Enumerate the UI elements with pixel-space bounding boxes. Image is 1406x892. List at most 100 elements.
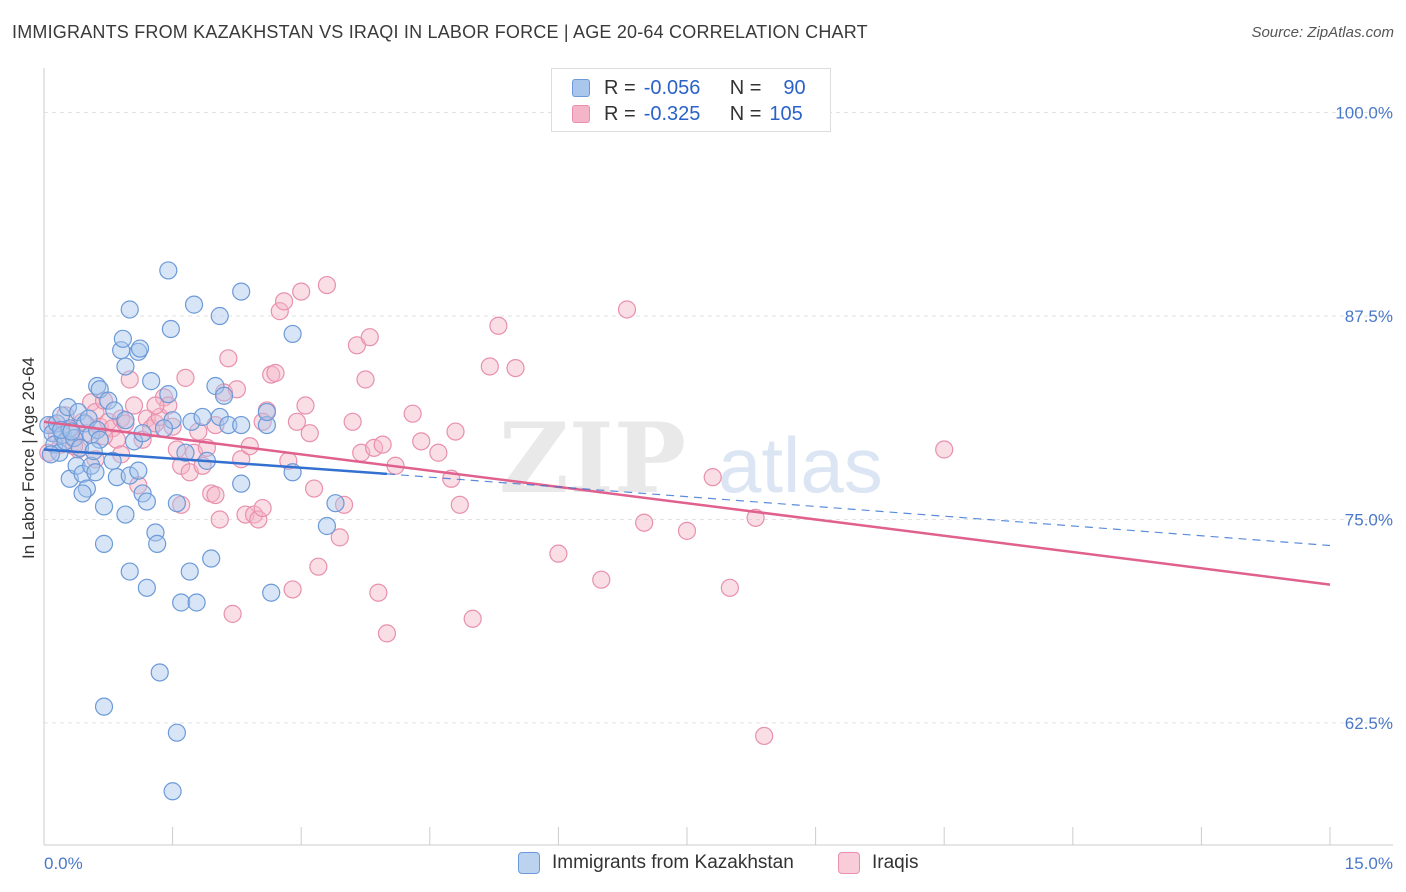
kazakhstan-point bbox=[86, 463, 105, 482]
legend-swatch-blue bbox=[572, 79, 590, 97]
kazakhstan-point bbox=[182, 412, 201, 431]
kazakhstan-point bbox=[148, 534, 167, 553]
legend-row-kazakhstan: R = -0.056 N = 90 bbox=[572, 76, 806, 100]
iraqis-point bbox=[206, 415, 225, 435]
kazakhstan-point bbox=[146, 523, 165, 542]
kazakhstan-point bbox=[326, 494, 345, 513]
y-axis-label: In Labor Force | Age 20-64 bbox=[19, 357, 38, 559]
iraqis-point bbox=[549, 544, 568, 563]
kazakhstan-point bbox=[232, 282, 251, 301]
iraqis-point bbox=[266, 363, 285, 383]
kazakhstan-point bbox=[172, 593, 191, 612]
iraqis-point bbox=[206, 485, 225, 505]
kazakhstan-point bbox=[167, 494, 186, 513]
kazakhstan-point bbox=[163, 782, 182, 801]
iraqis-point bbox=[343, 412, 362, 431]
kazakhstan-point bbox=[150, 663, 169, 682]
n-label: N = bbox=[729, 76, 762, 99]
legend-label: Immigrants from Kazakhstan bbox=[552, 852, 794, 873]
iraqis-point bbox=[480, 357, 499, 376]
watermark: ZIP atlas bbox=[499, 402, 883, 515]
kazakhstan-point bbox=[142, 372, 161, 391]
kazakhstan-point bbox=[283, 324, 302, 344]
kazakhstan-point bbox=[161, 319, 180, 339]
kazakhstan-point bbox=[176, 443, 195, 462]
iraqis-point bbox=[300, 424, 319, 443]
iraqis-point bbox=[377, 624, 397, 643]
iraqis-point bbox=[429, 443, 448, 462]
kazakhstan-point bbox=[214, 386, 234, 405]
kazakhstan-point bbox=[69, 402, 88, 422]
kazakhstan-point bbox=[154, 419, 174, 438]
n-value: 90 bbox=[783, 76, 806, 99]
kazakhstan-point bbox=[62, 422, 81, 441]
y-tick-label: 87.5% bbox=[1345, 307, 1393, 326]
kazakhstan-trend-line bbox=[43, 448, 388, 476]
legend-label: Iraqis bbox=[872, 852, 919, 873]
legend-item-kazakhstan[interactable]: Immigrants from Kazakhstan bbox=[518, 852, 794, 874]
kazakhstan-point bbox=[137, 492, 156, 511]
r-value: -0.325 bbox=[643, 102, 701, 125]
iraqis-point bbox=[210, 510, 229, 529]
kazakhstan-point bbox=[257, 415, 277, 435]
iraqis-point bbox=[360, 328, 379, 347]
kazakhstan-point bbox=[317, 516, 337, 536]
legend-row-iraqis: R = -0.325 N = 105 bbox=[572, 102, 803, 126]
kazakhstan-point bbox=[232, 474, 251, 493]
iraqis-point bbox=[124, 396, 144, 415]
kazakhstan-point bbox=[159, 261, 178, 280]
legend-swatch-blue bbox=[518, 852, 540, 874]
kazakhstan-point bbox=[120, 562, 139, 581]
kazakhstan-point bbox=[129, 342, 148, 361]
kazakhstan-point bbox=[187, 593, 206, 612]
y-tick-label: 62.5% bbox=[1345, 714, 1393, 733]
kazakhstan-point bbox=[84, 442, 103, 461]
source-label: Source: ZipAtlas.com bbox=[1251, 24, 1394, 41]
iraqis-point bbox=[592, 570, 611, 589]
kazakhstan-point bbox=[219, 415, 238, 435]
iraqis-point bbox=[223, 604, 242, 623]
kazakhstan-point bbox=[99, 391, 118, 410]
trend-lines bbox=[43, 420, 1331, 586]
r-label: R = bbox=[604, 76, 636, 99]
kazakhstan-point bbox=[167, 723, 186, 742]
iraqis-point bbox=[506, 358, 525, 378]
n-label: N = bbox=[729, 102, 762, 125]
kazakhstan-point bbox=[113, 329, 132, 348]
y-tick-labels: 62.5% 75.0% 87.5% 100.0% bbox=[1335, 104, 1393, 733]
x-tick-min: 0.0% bbox=[44, 854, 83, 873]
iraqis-point bbox=[403, 404, 422, 423]
iraqis-trend-line bbox=[43, 420, 1331, 586]
kazakhstan-point bbox=[180, 562, 199, 581]
watermark-atlas: atlas bbox=[718, 421, 883, 509]
iraqis-point bbox=[356, 370, 375, 389]
iraqis-point bbox=[304, 479, 324, 498]
iraqis-point bbox=[283, 580, 302, 599]
kazakhstan-point bbox=[120, 466, 139, 485]
kazakhstan-trend-extension bbox=[386, 473, 1331, 547]
iraqis-point bbox=[446, 422, 465, 441]
iraqis-point bbox=[249, 510, 268, 529]
kazakhstan-point bbox=[120, 300, 139, 319]
n-value: 105 bbox=[769, 102, 803, 125]
kazakhstan-point bbox=[133, 484, 152, 503]
chart-title: IMMIGRANTS FROM KAZAKHSTAN VS IRAQI IN L… bbox=[12, 22, 868, 42]
iraqis-point bbox=[703, 468, 722, 487]
iraqis-point bbox=[635, 513, 654, 532]
axes bbox=[43, 68, 1393, 846]
iraqis-point bbox=[270, 302, 289, 321]
kazakhstan-point bbox=[116, 357, 135, 376]
legend-swatch-pink bbox=[838, 852, 860, 874]
iraqis-point bbox=[720, 578, 739, 597]
kazakhstan-point bbox=[262, 583, 281, 602]
kazakhstan-point bbox=[116, 505, 135, 524]
r-value: -0.056 bbox=[643, 76, 701, 99]
y-tick-label: 100.0% bbox=[1335, 104, 1393, 123]
iraqis-point bbox=[369, 583, 388, 602]
kazakhstan-point bbox=[137, 578, 156, 597]
kazakhstan-point bbox=[184, 295, 204, 314]
legend-item-iraqis[interactable]: Iraqis bbox=[838, 852, 918, 874]
watermark-zip: ZIP bbox=[499, 402, 686, 515]
kazakhstan-point bbox=[94, 697, 114, 716]
kazakhstan-point bbox=[130, 339, 150, 358]
